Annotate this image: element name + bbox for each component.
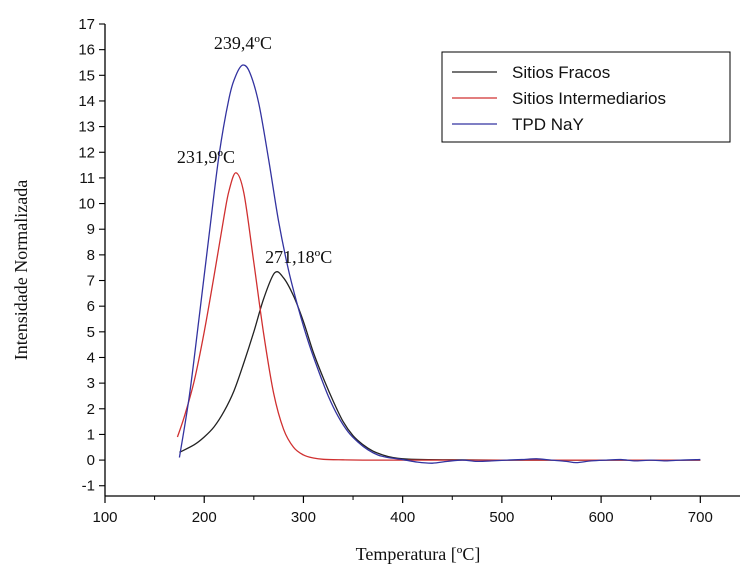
y-tick-label-13: 13: [78, 119, 95, 136]
x-tick-label-300: 300: [291, 509, 316, 526]
y-tick-label--1: -1: [82, 478, 95, 495]
series-line-sitios-intermediarios: [176, 172, 701, 461]
legend-label-tpd-nay: TPD NaY: [512, 115, 584, 134]
y-tick-label-1: 1: [87, 426, 95, 443]
y-tick-label-17: 17: [78, 16, 95, 33]
y-tick-label-12: 12: [78, 144, 95, 161]
series-layer: [176, 64, 701, 464]
x-axis-title: Temperatura [ºC]: [356, 544, 481, 564]
peak-annotation: 271,18ºC: [265, 247, 332, 267]
y-tick-label-3: 3: [87, 375, 95, 392]
y-tick-label-2: 2: [87, 401, 95, 418]
y-tick-label-6: 6: [87, 298, 95, 315]
y-tick-label-11: 11: [79, 170, 95, 187]
y-tick-label-8: 8: [87, 247, 95, 264]
y-axis-title: Intensidade Normalizada: [11, 180, 31, 360]
x-tick-label-100: 100: [92, 509, 117, 526]
x-tick-label-400: 400: [390, 509, 415, 526]
y-tick-label-14: 14: [78, 93, 95, 110]
legend-label-sitios-fracos: Sitios Fracos: [512, 63, 610, 82]
legend-box: [441, 51, 731, 143]
y-tick-label-10: 10: [78, 196, 95, 213]
y-tick-label-7: 7: [87, 273, 95, 290]
x-tick-label-200: 200: [192, 509, 217, 526]
x-tick-label-500: 500: [489, 509, 514, 526]
legend-label-sitios-intermediarios: Sitios Intermediarios: [512, 89, 666, 108]
tick-layer: 100 200 300 400 500 600 700-101234567891011121…: [78, 16, 713, 526]
y-tick-label-16: 16: [78, 42, 95, 59]
y-tick-label-5: 5: [87, 324, 95, 341]
series-line-tpd-nay: [178, 64, 701, 464]
series-line-sitios-fracos: [179, 271, 701, 461]
y-tick-label-0: 0: [87, 452, 95, 469]
peak-annotation: 239,4ºC: [214, 33, 272, 53]
x-tick-label-600: 600: [589, 509, 614, 526]
annotation-layer: 239,4ºC 231,9ºC 271,18ºC: [177, 33, 332, 267]
y-tick-label-15: 15: [78, 67, 95, 84]
peak-annotation: 231,9ºC: [177, 147, 235, 167]
y-tick-label-9: 9: [87, 221, 95, 238]
x-tick-label-700: 700: [688, 509, 713, 526]
legend: Sitios Fracos Sitios Intermediarios TPD …: [441, 51, 731, 143]
y-tick-label-4: 4: [87, 349, 95, 366]
